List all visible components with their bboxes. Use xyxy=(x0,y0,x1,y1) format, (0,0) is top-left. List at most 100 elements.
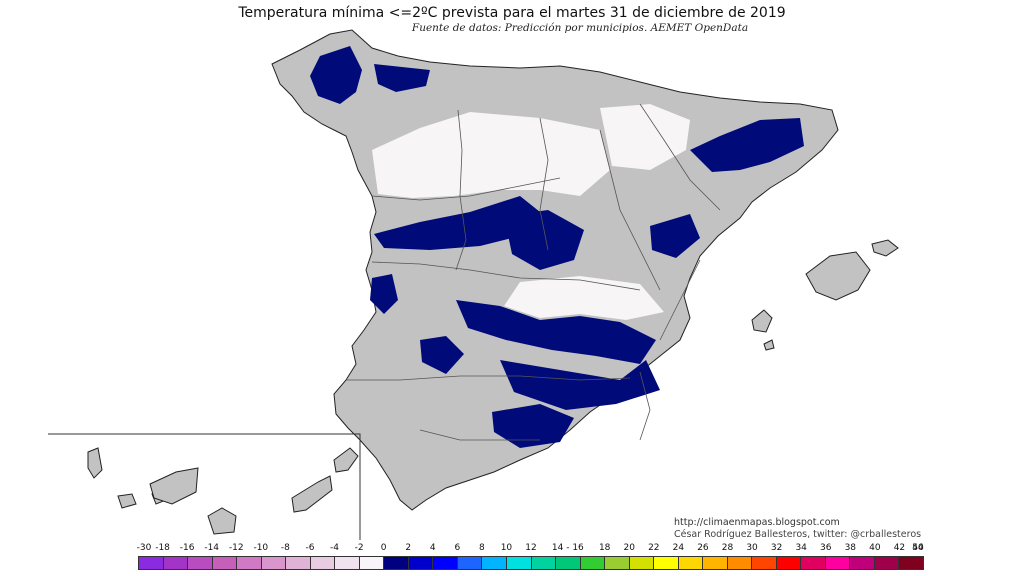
legend-swatch xyxy=(727,557,753,569)
plain-areas xyxy=(372,104,690,320)
tenerife xyxy=(149,467,199,505)
legend-swatch xyxy=(482,557,507,569)
blog-url[interactable]: http://climaenmapas.blogspot.com xyxy=(674,517,840,528)
cold-area-cuenca xyxy=(650,214,700,258)
legend-tick-label: -30 xyxy=(136,543,152,553)
legend-tick-label: 26 xyxy=(697,543,709,553)
legend-tick-label: 34 xyxy=(795,543,807,553)
legend-swatch xyxy=(850,557,875,569)
legend-swatch xyxy=(457,557,483,569)
legend-tick-label: -14 xyxy=(204,543,220,553)
legend-swatch xyxy=(531,557,557,569)
cold-area-pyrenees xyxy=(690,118,804,172)
legend-tick-label: 22 xyxy=(648,543,660,553)
legend-tick-label: 24 xyxy=(672,543,685,553)
legend-swatch xyxy=(580,557,606,569)
legend-swatch xyxy=(776,557,802,569)
legend-swatch xyxy=(556,557,581,569)
region-borders xyxy=(346,103,721,441)
menorca xyxy=(871,239,899,257)
el-hierro xyxy=(117,493,137,509)
legend-swatch xyxy=(654,557,679,569)
legend-swatch xyxy=(286,557,311,569)
legend-swatch xyxy=(629,557,655,569)
legend-tick-label: 14 - 16 xyxy=(551,543,584,553)
legend-swatch xyxy=(703,557,728,569)
map-subtitle: Fuente de datos: Predicción por municipi… xyxy=(411,22,749,34)
legend-tick-label: 44 xyxy=(912,543,924,553)
cold-area-sistema-central xyxy=(374,196,540,250)
cold-area-montes-toledo xyxy=(456,300,656,364)
legend-tick-label: 32 xyxy=(770,543,783,553)
legend-swatch xyxy=(310,557,336,569)
legend-swatch xyxy=(874,557,900,569)
legend-tick-label: 50 xyxy=(912,543,924,553)
color-legend: -30 -18 -16 -14 -12 -10 -8 -6 -4 -2 0 2 4 6 8 10 12 14 - … xyxy=(136,543,924,573)
cold-area-caceres xyxy=(370,274,398,314)
legend-tick-label: -2 xyxy=(354,543,364,553)
legend-swatch xyxy=(433,557,458,569)
legend-swatch xyxy=(237,557,262,569)
mallorca xyxy=(805,251,871,301)
legend-tick-label: 8 xyxy=(479,543,485,553)
legend-tick-label: 42 xyxy=(893,543,906,553)
legend-tick-label: -16 xyxy=(179,543,195,553)
author-credit: César Rodríguez Ballesteros, twitter: @c… xyxy=(674,529,922,540)
cold-area-badajoz xyxy=(420,336,464,374)
legend-swatch xyxy=(384,557,409,569)
legend-tick-label: 10 xyxy=(500,543,513,553)
legend-tick-label: 38 xyxy=(844,543,857,553)
legend-swatch xyxy=(139,557,164,569)
legend-swatch xyxy=(801,557,826,569)
cold-area-galicia xyxy=(310,46,362,104)
plain-area-duero xyxy=(372,112,610,198)
legend-swatch xyxy=(825,557,851,569)
legend-tick-label: 30 xyxy=(746,543,758,553)
legend-swatch xyxy=(212,557,238,569)
legend-swatch xyxy=(899,557,923,569)
legend-tick-label: -12 xyxy=(228,543,244,553)
legend-tick-label: 36 xyxy=(820,543,832,553)
legend-swatch xyxy=(408,557,434,569)
legend-swatch xyxy=(506,557,532,569)
legend-tick-label: 0 xyxy=(380,543,387,553)
legend-tick-label: 20 xyxy=(623,543,635,553)
inset-frame xyxy=(48,433,361,540)
balearic-islands xyxy=(751,239,899,351)
legend-swatch xyxy=(359,557,385,569)
legend-tick-label: 28 xyxy=(721,543,734,553)
formentera xyxy=(763,339,775,351)
fuerteventura xyxy=(291,475,333,513)
legend-tick-label: 2 xyxy=(405,543,412,553)
cold-area-sierra-morena xyxy=(500,360,660,410)
legend-swatch xyxy=(261,557,287,569)
legend-swatch xyxy=(678,557,704,569)
legend-swatch xyxy=(335,557,360,569)
legend-swatch xyxy=(188,557,213,569)
legend-tick-label: -18 xyxy=(155,543,170,553)
legend-tick-label: 40 xyxy=(869,543,881,553)
gran-canaria xyxy=(207,507,237,535)
ibiza xyxy=(751,309,773,333)
legend-tick-label: 18 xyxy=(598,543,611,553)
legend-swatch xyxy=(605,557,630,569)
legend-tick-label: -8 xyxy=(280,543,290,553)
cold-area-sierra-nevada xyxy=(492,404,574,448)
cold-area-cantabria xyxy=(374,64,430,92)
plain-area-ebro xyxy=(600,104,690,170)
legend-swatches xyxy=(138,556,924,570)
cold-area-madrid xyxy=(504,210,584,270)
legend-tick-label: -10 xyxy=(253,543,269,553)
legend-tick-label: -6 xyxy=(305,543,315,553)
lanzarote xyxy=(333,447,359,473)
legend-tick-label: -4 xyxy=(330,543,339,553)
legend-swatch xyxy=(752,557,777,569)
legend-swatch xyxy=(163,557,189,569)
legend-tick-label: 6 xyxy=(454,543,461,553)
map-title: Temperatura mínima <=2ºC prevista para e… xyxy=(238,5,786,21)
legend-tick-label: 12 xyxy=(525,543,537,553)
canary-inset xyxy=(48,433,361,540)
la-palma xyxy=(87,447,103,479)
legend-tick-label: 4 xyxy=(429,543,436,553)
